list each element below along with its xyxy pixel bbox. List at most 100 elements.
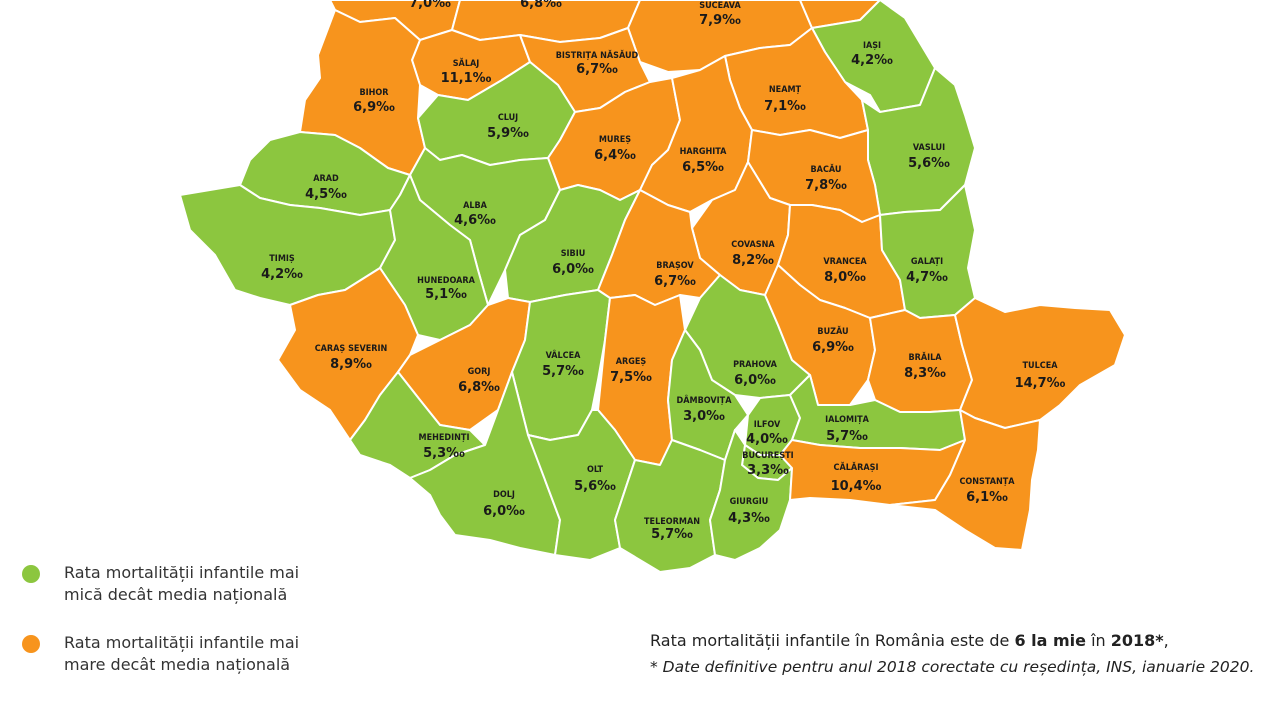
county-name-teleorman: TELEORMAN [644,517,700,527]
note-middle: în [1086,631,1111,650]
county-name-giurgiu: GIURGIU [730,497,769,507]
county-labels: 7,0‰ 6,8‰ SUCEAVA 7,9‰ IAȘI 4,2‰ SĂLAJ 11,1‰ BIS… [261,0,1066,542]
legend-swatch-green [22,565,40,583]
county-name-caras-severin: CARAȘ SEVERIN [315,344,388,354]
county-name-suceava: SUCEAVA [699,1,741,11]
county-name-covasna: COVASNA [731,240,775,250]
county-name-tulcea: TULCEA [1023,361,1059,371]
county-rate-harghita: 6,5‰ [682,160,724,175]
county-name-harghita: HARGHITA [680,147,728,157]
county-rate-alba: 4,6‰ [454,213,496,228]
county-name-galati: GALAȚI [911,257,943,267]
county-name-cluj: CLUJ [498,113,518,123]
county-name-mehedinti: MEHEDINȚI [419,433,470,443]
county-rate-galati: 4,7‰ [906,270,948,285]
note-year: 2018* [1110,631,1164,650]
county-rate-suceava: 7,9‰ [699,13,741,28]
county-name-neamt: NEAMȚ [769,85,802,95]
note-suffix: , [1163,631,1169,650]
note-prefix: Rata mortalității infantile în România e… [650,631,1015,650]
county-name-dolj: DOLJ [493,490,515,500]
note-footnote: * Date definitive pentru anul 2018 corec… [650,658,1255,676]
county-rate-maramures: 6,8‰ [520,0,562,11]
county-rate-vaslui: 5,6‰ [908,156,950,171]
county-name-bucuresti: BUCUREȘTI [742,451,793,461]
county-rate-caras-severin: 8,9‰ [330,357,372,372]
county-rate-giurgiu: 4,3‰ [728,511,770,526]
county-name-ilfov: ILFOV [754,420,781,430]
county-rate-ilfov: 4,0‰ [746,432,788,447]
county-name-alba: ALBA [463,201,488,211]
county-name-brasov: BRAȘOV [656,261,694,271]
county-rate-gorj: 6,8‰ [458,380,500,395]
county-giurgiu [709,429,793,561]
county-rate-braila: 8,3‰ [904,366,946,381]
county-rate-arad: 4,5‰ [305,187,347,202]
county-name-olt: OLT [587,465,604,475]
county-name-bihor: BIHOR [359,88,389,98]
county-name-valcea: VÂLCEA [546,349,582,361]
county-rate-bucuresti: 3,3‰ [747,463,789,478]
county-rate-neamt: 7,1‰ [764,99,806,114]
county-rate-buzau: 6,9‰ [812,340,854,355]
county-name-dambovita: DÂMBOVIȚA [677,394,733,406]
county-rate-mures: 6,4‰ [594,148,636,163]
national-rate-note: Rata mortalității infantile în România e… [650,628,1270,680]
county-rate-vrancea: 8,0‰ [824,270,866,285]
county-rate-salaj: 11,1‰ [441,71,492,86]
county-name-arges: ARGEȘ [616,357,647,367]
county-name-vrancea: VRANCEA [823,257,867,267]
county-rate-prahova: 6,0‰ [734,373,776,388]
county-name-prahova: PRAHOVA [733,360,778,370]
legend-below-text-1: Rata mortalității infantile mai [64,563,300,582]
county-mehedinti [349,371,486,479]
county-rate-dolj: 6,0‰ [483,504,525,519]
county-iasi [811,0,936,113]
county-rate-tulcea: 14,7‰ [1015,376,1066,391]
county-rate-mehedinti: 5,3‰ [423,446,465,461]
county-rate-covasna: 8,2‰ [732,253,774,268]
note-rate: 6 la mie [1014,631,1086,650]
county-dambovita [667,329,749,461]
county-name-braila: BRĂILA [908,351,942,363]
note-main-line: Rata mortalității infantile în România e… [650,631,1169,650]
county-rate-satu-mare: 7,0‰ [409,0,451,11]
county-rate-ialomita: 5,7‰ [826,429,868,444]
county-name-bistrita-nasaud: BISTRIȚA NĂSĂUD [556,49,639,61]
county-name-bacau: BACĂU [811,163,842,175]
county-rate-brasov: 6,7‰ [654,274,696,289]
county-name-arad: ARAD [313,174,339,184]
county-rate-iasi: 4,2‰ [851,53,893,68]
county-tulcea [954,297,1126,429]
county-name-constanta: CONSTANȚA [959,477,1015,487]
county-rate-olt: 5,6‰ [574,479,616,494]
county-name-mures: MUREȘ [599,135,631,145]
legend-below-text-2: mică decât media națională [64,585,288,604]
county-rate-calarasi: 10,4‰ [831,479,882,494]
county-name-ialomita: IALOMIȚA [825,415,870,425]
county-rate-constanta: 6,1‰ [966,490,1008,505]
county-name-calarasi: CĂLĂRAȘI [834,461,879,473]
county-rate-hunedoara: 5,1‰ [425,287,467,302]
county-name-timis: TIMIȘ [269,254,295,264]
county-name-hunedoara: HUNEDOARA [417,276,476,286]
legend-above-text-1: Rata mortalității infantile mai [64,633,300,652]
county-rate-bistrita-nasaud: 6,7‰ [576,62,618,77]
county-rate-dambovita: 3,0‰ [683,409,725,424]
county-name-gorj: GORJ [468,367,491,377]
county-name-salaj: SĂLAJ [453,57,480,69]
county-name-sibiu: SIBIU [561,249,586,259]
county-rate-bacau: 7,8‰ [805,178,847,193]
county-rate-timis: 4,2‰ [261,267,303,282]
county-regions [179,0,1126,573]
county-rate-valcea: 5,7‰ [542,364,584,379]
county-name-buzau: BUZĂU [817,325,848,337]
county-rate-sibiu: 6,0‰ [552,262,594,277]
county-constanta [889,409,1041,551]
county-rate-teleorman: 5,7‰ [651,527,693,542]
county-name-iasi: IAȘI [863,41,881,51]
county-rate-cluj: 5,9‰ [487,126,529,141]
legend-swatch-orange [22,635,40,653]
legend-above-average: Rata mortalității infantile mai mare dec… [22,632,362,676]
